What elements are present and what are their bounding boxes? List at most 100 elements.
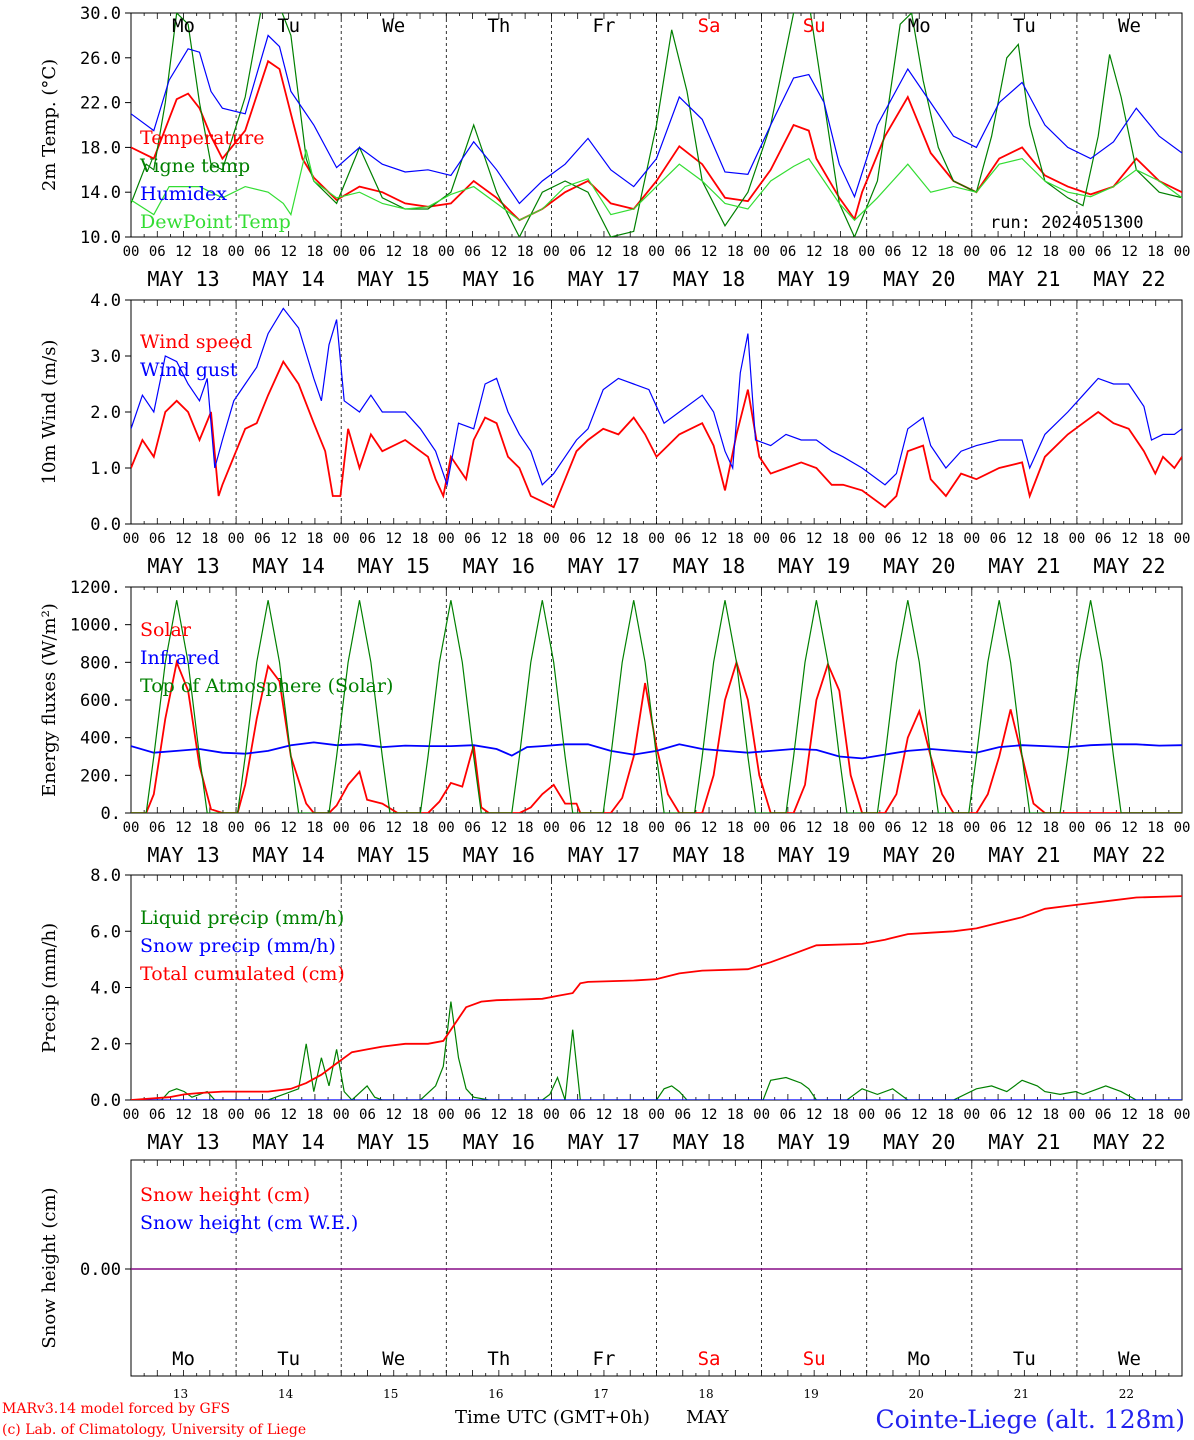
hour-tick-label: 00	[543, 1107, 560, 1123]
hour-tick-label: 18	[1147, 820, 1164, 836]
hour-tick-label: 18	[1147, 1107, 1164, 1123]
hour-tick-label: 06	[149, 244, 166, 260]
text-layer: 10.0 14.0 18.0 22.0 26.0 30.0 2m Temp. (°C) Tem…	[39, 4, 1190, 1401]
hour-tick-label: 00	[333, 531, 350, 547]
hour-tick-label: 06	[569, 820, 586, 836]
hour-tick-label: 12	[1016, 244, 1033, 260]
y-axis-label: Energy fluxes (W/m²)	[39, 603, 60, 797]
hour-tick-label: 18	[832, 820, 849, 836]
hour-tick-label: 00	[753, 820, 770, 836]
series-line	[131, 659, 1182, 813]
hour-tick-label: 00	[753, 1107, 770, 1123]
hour-tick-label: 06	[569, 531, 586, 547]
hour-tick-label: 00	[1068, 1107, 1085, 1123]
hour-tick-label: 06	[779, 820, 796, 836]
hour-tick-label: 00	[858, 244, 875, 260]
hour-tick-label: 12	[280, 1107, 297, 1123]
hour-tick-label: 12	[596, 531, 613, 547]
hour-tick-label: 12	[490, 820, 507, 836]
hour-tick-label: 06	[674, 244, 691, 260]
day-label: MAY 22	[1093, 843, 1165, 867]
y-tick-label: 0.0	[90, 515, 121, 535]
hour-tick-label: 00	[333, 820, 350, 836]
hour-tick-label: 18	[937, 820, 954, 836]
day-label: MAY 21	[988, 267, 1060, 291]
day-label: MAY 15	[358, 1130, 430, 1154]
hour-tick-label: 12	[1121, 244, 1138, 260]
hour-tick-label: 06	[779, 531, 796, 547]
y-tick-label: 4.0	[90, 979, 121, 999]
weekday-label-top: Tu	[277, 15, 300, 37]
hour-tick-label: 06	[149, 531, 166, 547]
hour-tick-label: 00	[438, 244, 455, 260]
hour-tick-label: 00	[123, 820, 140, 836]
hour-tick-label: 06	[779, 1107, 796, 1123]
hour-tick-label: 00	[123, 244, 140, 260]
hour-tick-label: 12	[806, 820, 823, 836]
hour-tick-label: 00	[858, 531, 875, 547]
hour-tick-label: 00	[1174, 244, 1191, 260]
hour-tick-label: 12	[490, 531, 507, 547]
weekday-label-bottom: Su	[803, 1348, 826, 1370]
hour-tick-label: 06	[990, 244, 1007, 260]
hour-tick-label: 18	[201, 1107, 218, 1123]
legend-entry: Temperature	[140, 127, 264, 149]
day-label: MAY 16	[463, 267, 535, 291]
y-tick-label: 400.	[80, 729, 121, 749]
hour-tick-label: 12	[385, 820, 402, 836]
legend-entry: Snow precip (mm/h)	[140, 935, 336, 957]
day-label: MAY 22	[1093, 554, 1165, 578]
panel-1	[131, 13, 1182, 237]
weekday-label-bottom: Sa	[698, 1348, 721, 1370]
series-line	[131, 149, 1182, 222]
hour-tick-label: 00	[123, 531, 140, 547]
y-axis-label: 10m Wind (m/s)	[39, 340, 60, 485]
hour-tick-label: 00	[123, 1107, 140, 1123]
weekday-label-top: Fr	[593, 15, 616, 37]
hour-tick-label: 12	[175, 820, 192, 836]
series-line	[131, 1001, 1182, 1100]
hour-tick-label: 00	[543, 531, 560, 547]
y-tick-label: 1000.	[70, 616, 121, 636]
hour-tick-label: 00	[228, 1107, 245, 1123]
hour-tick-label: 06	[990, 531, 1007, 547]
hour-tick-label: 18	[1147, 531, 1164, 547]
hour-tick-label: 18	[937, 1107, 954, 1123]
series-line	[131, 307, 1182, 488]
hour-tick-label: 06	[254, 1107, 271, 1123]
day-label: MAY 21	[988, 1130, 1060, 1154]
day-label: MAY 20	[883, 843, 955, 867]
weekday-label-bottom: Fr	[593, 1348, 616, 1370]
hour-tick-label: 18	[412, 820, 429, 836]
hour-tick-label: 00	[438, 531, 455, 547]
hour-tick-label: 06	[464, 531, 481, 547]
hour-tick-label: 18	[937, 244, 954, 260]
hour-tick-label: 00	[228, 820, 245, 836]
hour-tick-label: 06	[885, 1107, 902, 1123]
hour-tick-label: 06	[885, 820, 902, 836]
weekday-label-bottom: Mo	[908, 1348, 931, 1370]
hour-tick-label: 12	[1121, 1107, 1138, 1123]
hour-tick-label: 18	[517, 820, 534, 836]
day-number: 21	[1014, 1387, 1029, 1401]
hour-tick-label: 12	[1016, 1107, 1033, 1123]
credit-line-2: (c) Lab. of Climatology, University of L…	[2, 1422, 306, 1438]
series-line	[131, 59, 1182, 222]
legend-entry: DewPoint Temp	[140, 211, 291, 233]
hour-tick-label: 00	[543, 244, 560, 260]
panel-2	[131, 307, 1182, 509]
hour-tick-label: 18	[306, 531, 323, 547]
hour-tick-label: 18	[1042, 531, 1059, 547]
hour-tick-label: 18	[832, 244, 849, 260]
day-number: 17	[593, 1387, 608, 1401]
legend-entry: Snow height (cm)	[140, 1184, 310, 1206]
hour-tick-label: 00	[1068, 244, 1085, 260]
hour-tick-label: 12	[490, 1107, 507, 1123]
hour-tick-label: 12	[385, 244, 402, 260]
day-label: MAY 18	[673, 267, 745, 291]
hour-tick-label: 12	[175, 244, 192, 260]
legend-entry: Vigne temp	[139, 155, 250, 177]
legend-entry: Snow height (cm W.E.)	[140, 1212, 358, 1234]
hour-tick-label: 00	[1174, 531, 1191, 547]
hour-tick-label: 18	[937, 531, 954, 547]
